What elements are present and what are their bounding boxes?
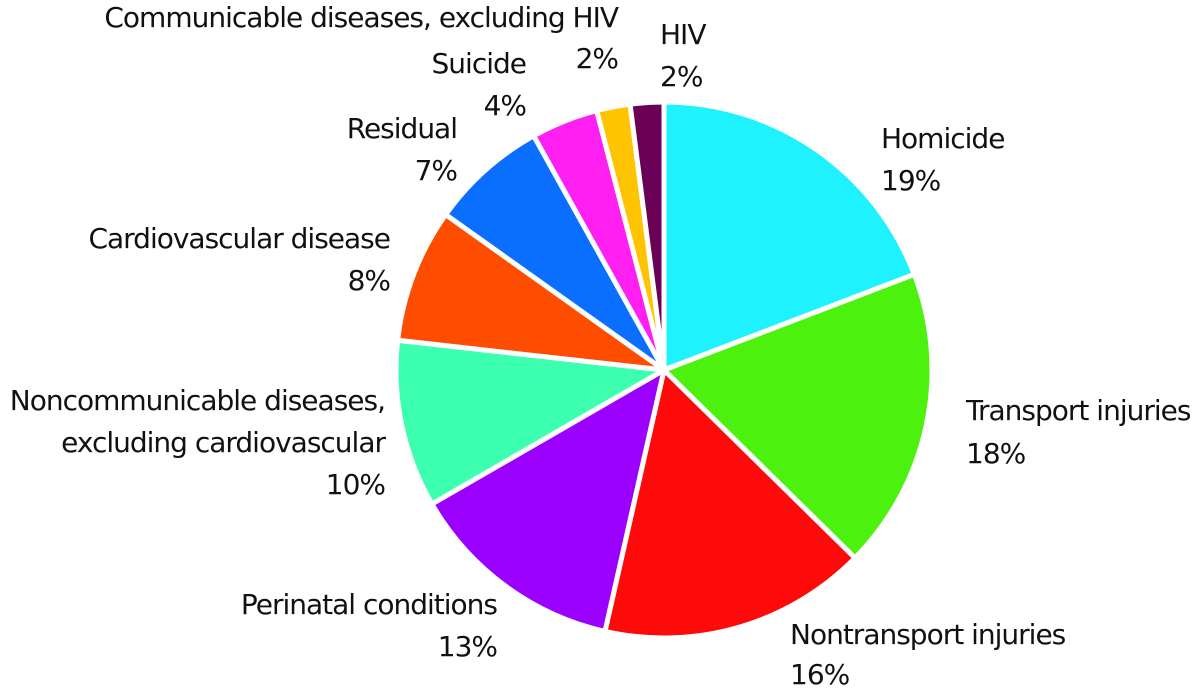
pct-hiv: 2% — [660, 60, 703, 93]
label-residual: Residual — [347, 112, 457, 145]
pct-communicable-diseases: 2% — [576, 42, 619, 75]
slice-transport-injuries — [661, 271, 935, 561]
label-noncommunicable-line1: Noncommunicable diseases, — [10, 384, 385, 417]
pct-residual: 7% — [415, 154, 458, 187]
label-perinatal-conditions: Perinatal conditions — [241, 588, 498, 621]
label-transport-injuries: Transport injuries — [965, 394, 1191, 427]
label-homicide: Homicide — [881, 122, 1004, 155]
label-noncommunicable-line2: excluding cardiovascular — [61, 426, 386, 459]
pie-slices — [393, 99, 935, 641]
pct-cardiovascular-disease: 8% — [348, 264, 391, 297]
label-cardiovascular-disease: Cardiovascular disease — [88, 222, 390, 255]
slice-perinatal-conditions — [429, 367, 667, 634]
label-communicable-diseases: Communicable diseases, excluding HIV — [104, 1, 618, 34]
pct-nontransport-injuries: 16% — [790, 658, 850, 688]
pct-noncommunicable: 10% — [326, 468, 386, 501]
slice-nontransport-injuries — [602, 367, 858, 641]
slice-homicide — [661, 99, 917, 373]
pct-perinatal-conditions: 13% — [438, 630, 498, 663]
label-nontransport-injuries: Nontransport injuries — [790, 618, 1066, 651]
label-hiv: HIV — [660, 18, 706, 51]
pct-suicide: 4% — [484, 89, 527, 122]
slice-hiv — [627, 99, 667, 373]
pct-transport-injuries: 18% — [966, 437, 1026, 470]
slice-cardiovascular-disease — [395, 212, 667, 373]
pct-homicide: 19% — [881, 164, 941, 197]
slice-noncommunicable-diseases-excluding-cardiovascular — [393, 337, 667, 507]
label-suicide: Suicide — [432, 47, 526, 80]
